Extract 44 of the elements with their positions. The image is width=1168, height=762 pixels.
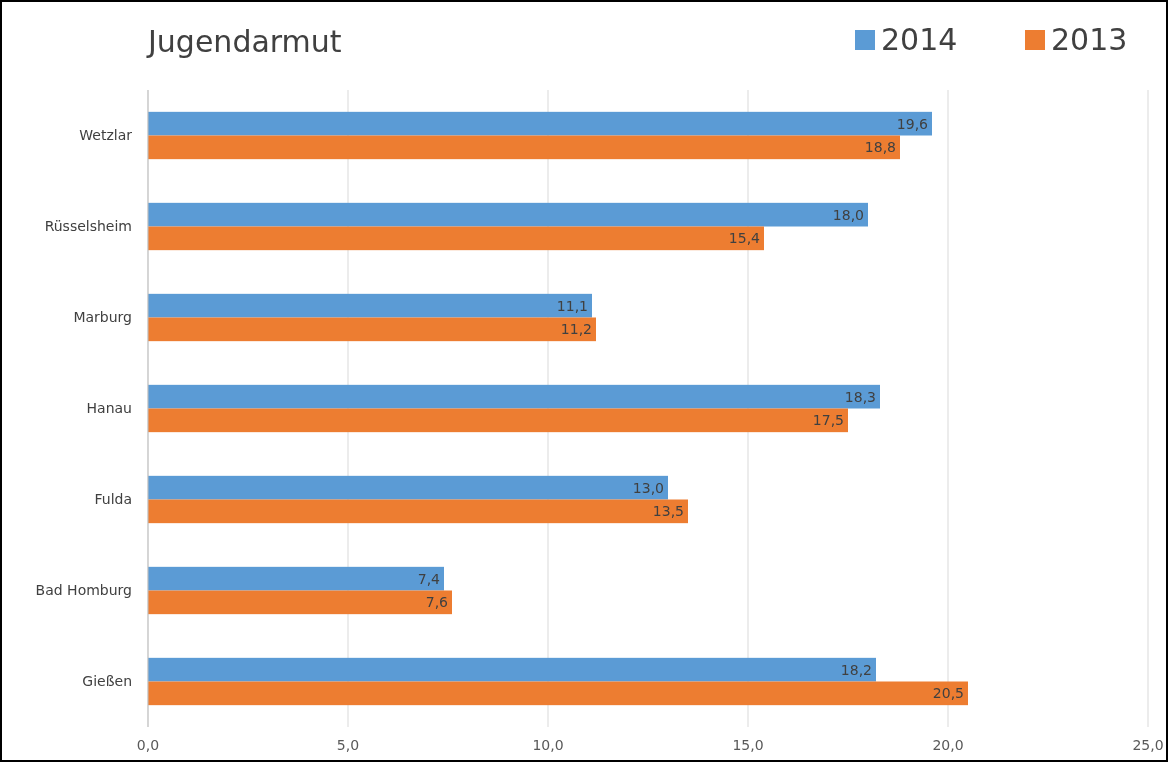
data-label: 20,5 [932, 685, 964, 702]
y-tick-label: Wetzlar [79, 127, 133, 144]
bar [148, 681, 968, 706]
bar [148, 590, 452, 615]
y-tick-label: Gießen [82, 673, 132, 690]
y-tick-label: Bad Homburg [35, 582, 132, 599]
y-tick-label: Marburg [73, 309, 132, 326]
data-label: 15,4 [728, 230, 761, 247]
bar [148, 317, 596, 342]
y-tick-label: Hanau [86, 400, 132, 417]
legend-label: 2013 [1051, 22, 1128, 57]
data-label: 18,0 [832, 206, 864, 223]
bar [148, 475, 668, 500]
chart-title: Jugendarmut [146, 24, 342, 59]
x-tick-label: 0,0 [136, 737, 160, 753]
bar [148, 202, 868, 227]
bar [148, 566, 444, 591]
data-label: 7,4 [417, 570, 441, 587]
data-label: 11,2 [560, 321, 592, 338]
data-label: 13,5 [652, 503, 684, 520]
bar [148, 293, 592, 318]
y-tick-label: Fulda [94, 491, 132, 508]
bar [148, 657, 876, 682]
bar [148, 499, 688, 524]
data-label: 18,2 [840, 661, 872, 678]
data-label: 18,8 [864, 139, 896, 156]
bar [148, 408, 848, 433]
x-tick-label: 15,0 [732, 737, 764, 753]
data-label: 13,0 [632, 479, 664, 496]
data-label: 11,1 [556, 297, 588, 314]
legend-label: 2014 [881, 22, 958, 57]
x-tick-label: 25,0 [1132, 737, 1164, 753]
bar [148, 135, 900, 160]
x-tick-label: 10,0 [532, 737, 564, 753]
x-tick-label: 5,0 [336, 737, 360, 753]
data-label: 18,3 [844, 388, 876, 405]
x-tick-label: 20,0 [932, 737, 964, 753]
y-tick-label: Rüsselsheim [44, 218, 132, 235]
data-label: 17,5 [812, 412, 844, 429]
data-label: 19,6 [896, 115, 929, 132]
bar [148, 111, 932, 136]
bar [148, 226, 764, 251]
bar [148, 384, 880, 409]
data-label: 7,6 [425, 594, 449, 611]
